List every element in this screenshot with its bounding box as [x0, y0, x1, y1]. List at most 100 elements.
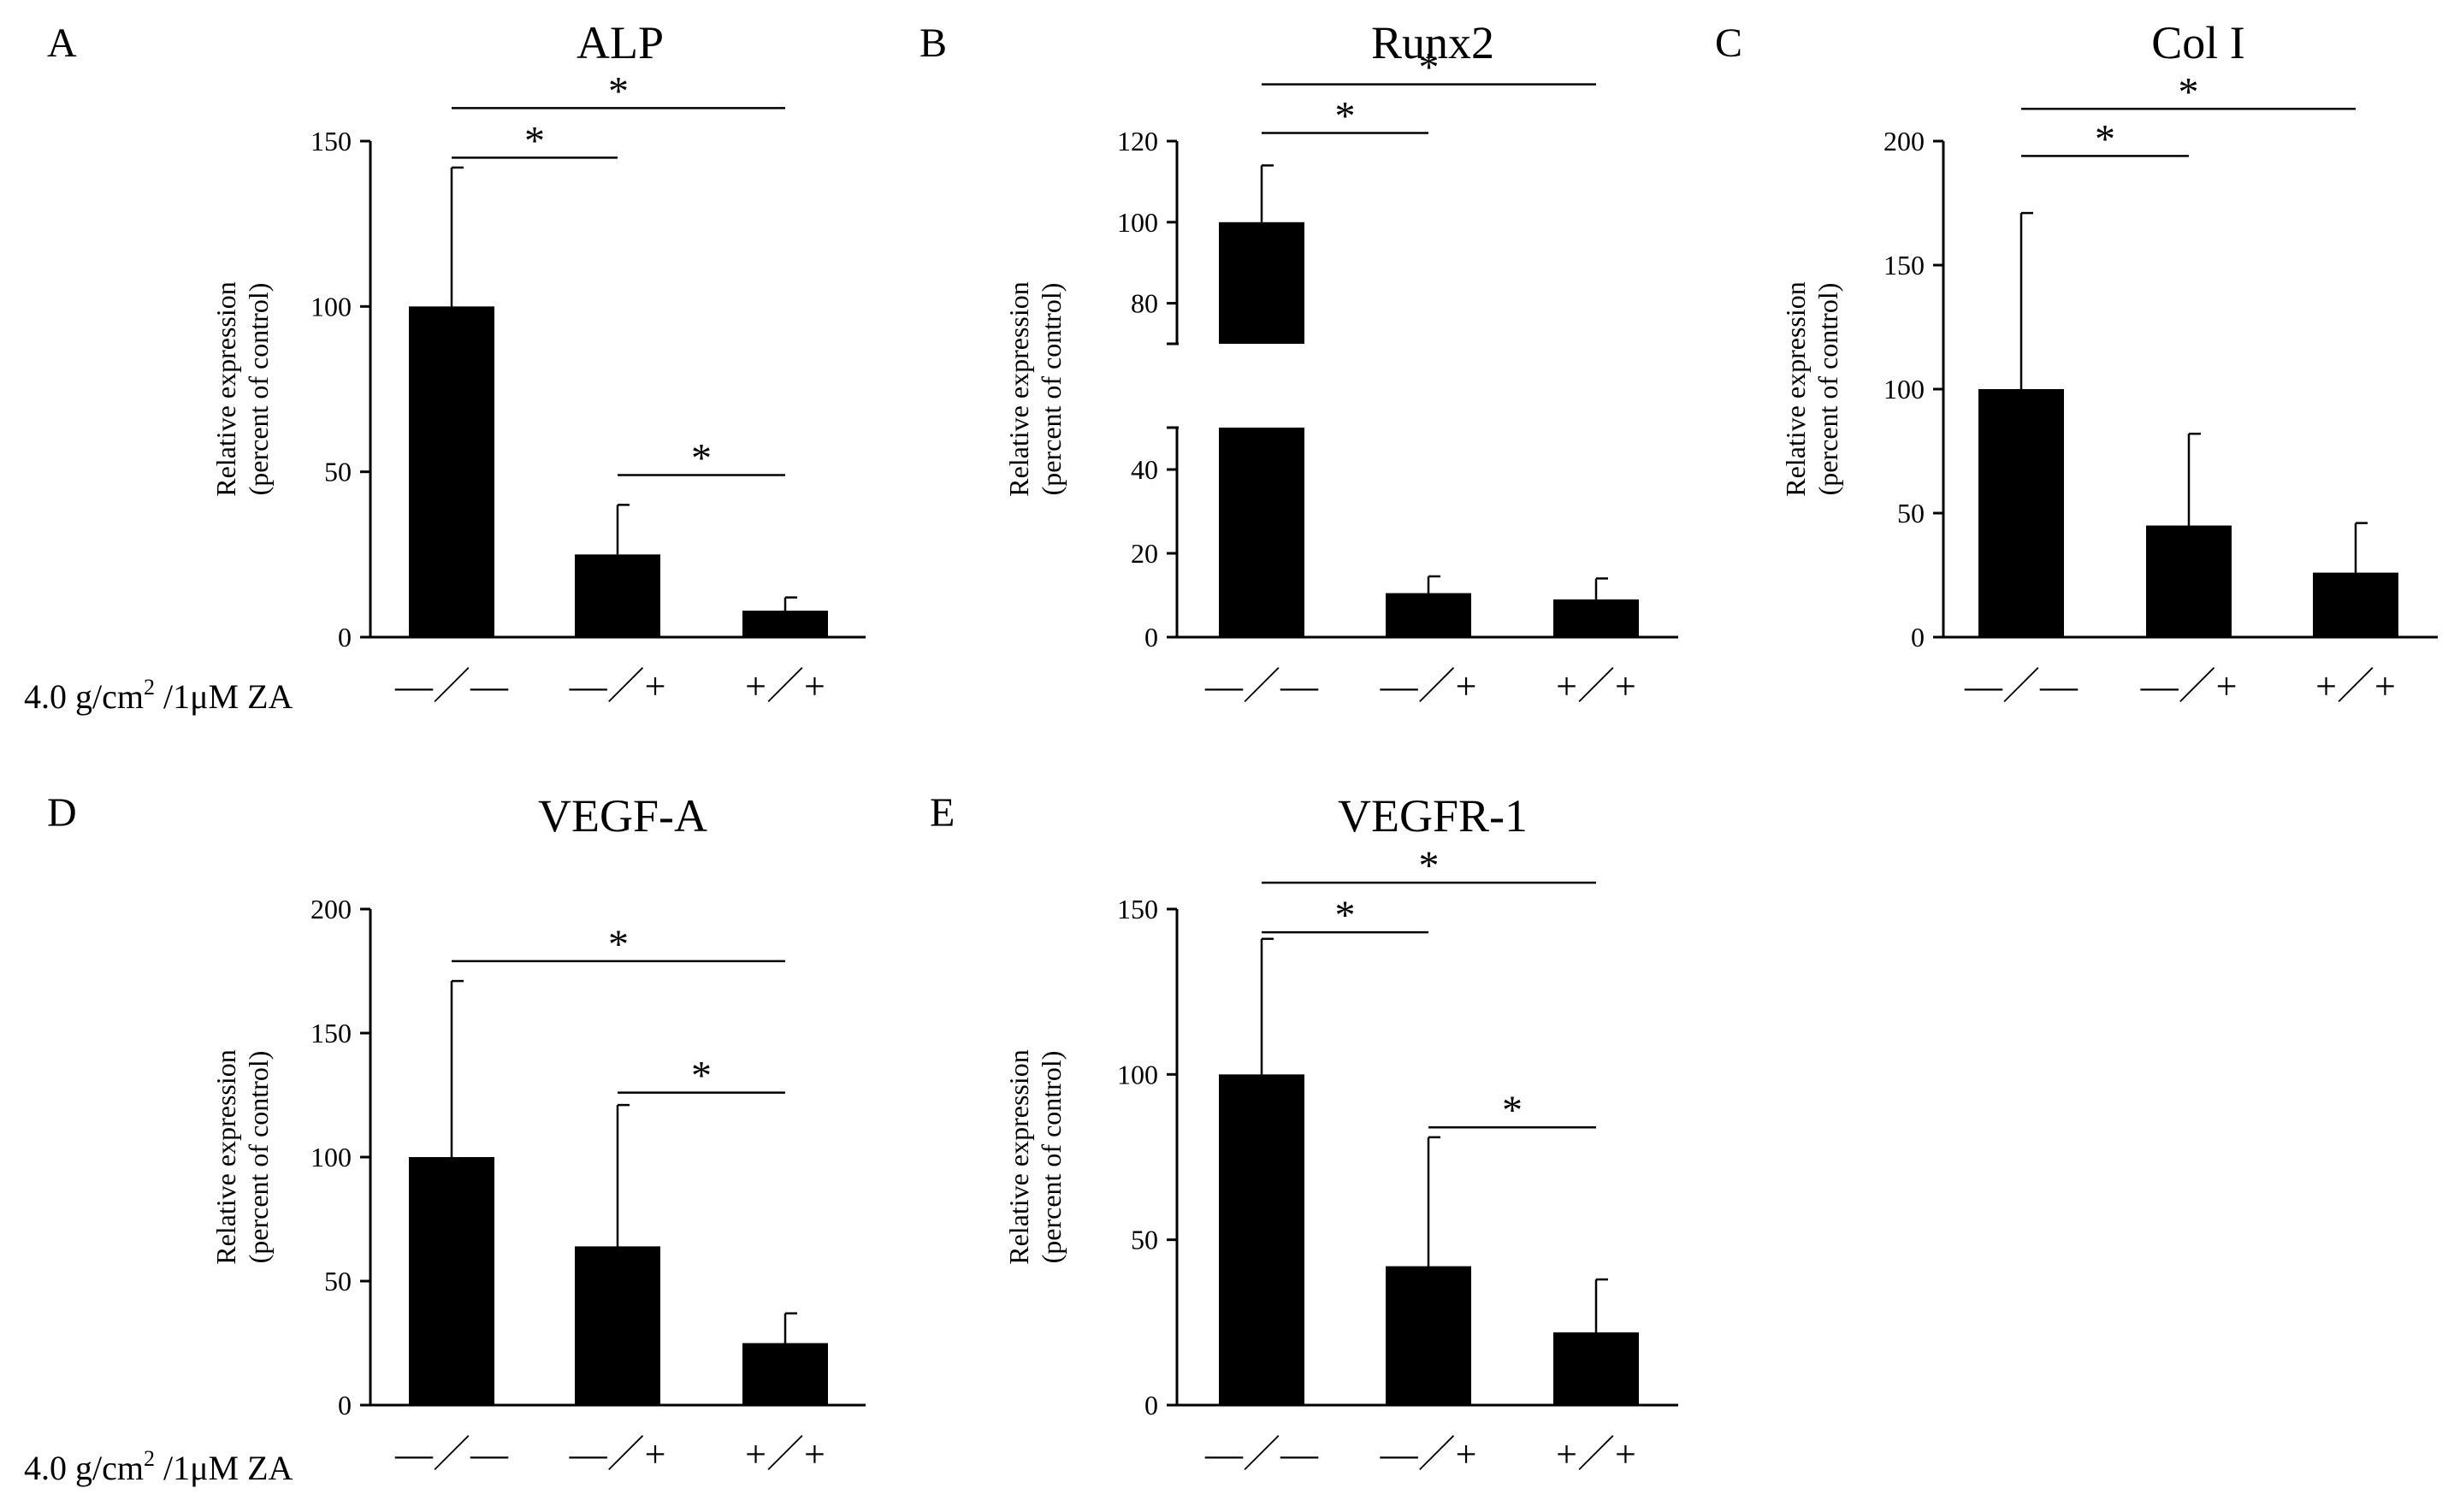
- significance-star: *: [691, 436, 712, 481]
- y-axis-label-line: Relative expression: [210, 281, 241, 496]
- panel-c: C Col I: [1715, 17, 2245, 68]
- bar: [409, 306, 494, 637]
- chart-b: 0 20 40 80 100 120 Relative expression(percent…: [1003, 45, 1678, 707]
- bar: [1978, 389, 2064, 637]
- x-category-label: —／+: [1380, 665, 1477, 707]
- y-tick-label: 150: [1117, 894, 1158, 924]
- y-tick-label: 50: [1897, 498, 1925, 529]
- significance-star: *: [608, 922, 629, 967]
- y-axis-label-line: (percent of control): [1036, 1051, 1067, 1264]
- y-tick-label: 80: [1131, 288, 1158, 319]
- y-tick-label: 20: [1131, 538, 1158, 569]
- panel-a: A ALP: [47, 17, 664, 68]
- y-tick-label: 0: [1911, 622, 1925, 653]
- x-category-label: —／+: [569, 1433, 666, 1475]
- significance-star: *: [691, 1054, 712, 1099]
- chart-title-c: Col I: [2151, 17, 2245, 68]
- chart-title-d: VEGF-A: [538, 790, 707, 842]
- bar: [2146, 525, 2232, 637]
- y-tick-label: 200: [1883, 126, 1925, 157]
- chart-e: 0 50 100 150 Relative expression(percent of …: [1003, 843, 1678, 1475]
- y-tick-label: 100: [1117, 207, 1158, 238]
- bar: [742, 1343, 828, 1405]
- bar: [1219, 1074, 1304, 1405]
- y-tick-label: 100: [310, 291, 352, 322]
- chart-d: 0 50 100 150 200 Relative expression(percent …: [210, 894, 866, 1475]
- significance-star: *: [608, 68, 629, 114]
- y-tick-label: 40: [1131, 454, 1158, 485]
- panel-e: E VEGFR-1: [930, 790, 1528, 842]
- bar: [409, 1157, 494, 1405]
- y-axis-label: Relative expression(percent of control): [1780, 281, 1843, 496]
- significance-star: *: [2179, 69, 2199, 115]
- y-axis-label-line: Relative expression: [1003, 281, 1034, 496]
- x-category-label: —／—: [394, 1433, 509, 1475]
- x-category-label: —／+: [2140, 665, 2238, 707]
- x-category-label: —／—: [1204, 665, 1319, 707]
- row-label-prefix: 4.0 g/cm: [24, 1449, 144, 1487]
- y-axis-label-line: Relative expression: [210, 1049, 241, 1264]
- bar: [575, 554, 660, 637]
- y-axis-label-line: Relative expression: [1780, 281, 1811, 496]
- x-category-label: —／—: [394, 665, 509, 707]
- bar: [2313, 572, 2398, 637]
- y-tick-label: 0: [338, 1390, 352, 1420]
- chart-title-e: VEGFR-1: [1338, 790, 1528, 842]
- y-axis-label: Relative expression(percent of control): [210, 281, 274, 496]
- row-label-top: 4.0 g/cm2 /1μM ZA: [24, 675, 293, 716]
- row-label-sup: 2: [144, 675, 155, 700]
- y-axis-label-line: (percent of control): [243, 283, 274, 496]
- y-tick-label: 0: [1144, 622, 1158, 653]
- y-tick-label: 100: [310, 1142, 352, 1172]
- y-axis-label: Relative expression(percent of control): [1003, 1049, 1067, 1264]
- y-tick-label: 50: [324, 1266, 352, 1296]
- panel-d: D VEGF-A: [47, 790, 707, 842]
- bar: [1553, 1332, 1639, 1405]
- significance-star: *: [1419, 45, 1440, 91]
- panel-letter-a: A: [47, 21, 77, 66]
- panel-b: B Runx2: [920, 17, 1494, 68]
- y-axis-label-line: (percent of control): [243, 1051, 274, 1264]
- y-tick-label: 50: [1131, 1225, 1158, 1255]
- bar: [575, 1246, 660, 1405]
- x-category-label: +／+: [745, 665, 825, 707]
- row-label-suffix: /1μM ZA: [155, 1449, 293, 1487]
- x-category-label: +／+: [745, 1433, 825, 1475]
- x-category-label: —／+: [569, 665, 666, 707]
- panel-letter-d: D: [47, 790, 77, 836]
- bar: [1386, 1266, 1471, 1405]
- y-tick-label: 0: [338, 622, 352, 653]
- y-axis-label-line: Relative expression: [1003, 1049, 1034, 1264]
- x-category-label: —／—: [1964, 665, 2079, 707]
- x-category-label: +／+: [2315, 665, 2396, 707]
- bar-lower-segment: [1219, 428, 1304, 637]
- y-axis-label: Relative expression(percent of control): [1003, 281, 1067, 496]
- row-label-bottom: 4.0 g/cm2 /1μM ZA: [24, 1446, 293, 1487]
- row-label-prefix: 4.0 g/cm: [24, 677, 144, 716]
- bar: [1553, 599, 1639, 637]
- y-axis-label-line: (percent of control): [1036, 283, 1067, 496]
- chart-title-a: ALP: [577, 17, 664, 68]
- y-tick-label: 120: [1117, 126, 1158, 157]
- y-axis-label-line: (percent of control): [1812, 283, 1843, 496]
- row-label-suffix: /1μM ZA: [155, 677, 293, 716]
- chart-c: 0 50 100 150 200 Relative expression(percent …: [1780, 69, 2438, 707]
- y-tick-label: 50: [324, 457, 352, 487]
- y-tick-label: 0: [1144, 1390, 1158, 1420]
- bar-upper-segment: [1219, 221, 1304, 344]
- y-tick-label: 150: [310, 126, 352, 157]
- panel-letter-c: C: [1715, 21, 1742, 66]
- chart-title-b: Runx2: [1371, 17, 1494, 68]
- y-tick-label: 100: [1883, 374, 1925, 405]
- significance-star: *: [1502, 1088, 1523, 1133]
- chart-a: 0 50 100 150 Relative expression(percent of …: [210, 68, 866, 707]
- y-tick-label: 150: [310, 1018, 352, 1048]
- significance-star: *: [1419, 843, 1440, 889]
- x-category-label: —／—: [1204, 1433, 1319, 1475]
- row-label-sup: 2: [144, 1446, 155, 1471]
- y-axis-label: Relative expression(percent of control): [210, 1049, 274, 1264]
- y-tick-label: 100: [1117, 1059, 1158, 1090]
- x-category-label: +／+: [1556, 665, 1636, 707]
- significance-star: *: [524, 118, 545, 163]
